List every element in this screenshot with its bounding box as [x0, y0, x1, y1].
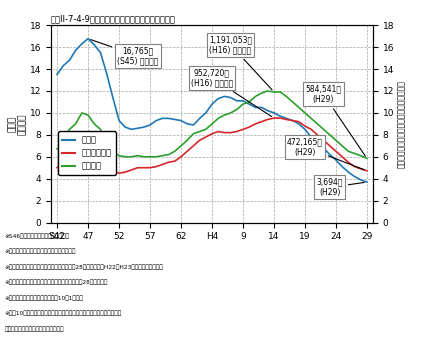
Y-axis label: 死者数
（千人）: 死者数 （千人） [8, 113, 27, 135]
Text: 図表II-7-4-9　交通事故件数及び死傷者数等の推移: 図表II-7-4-9 交通事故件数及び死傷者数等の推移 [51, 14, 176, 23]
Y-axis label: 事故件数（十万件）・死傷者数（十万人）: 事故件数（十万件）・死傷者数（十万人） [397, 80, 406, 168]
Text: ※走行台キロ：道路経済調査データ集（平成28年版）より（H22、H23は同資料注釈より）: ※走行台キロ：道路経済調査データ集（平成28年版）より（H22、H23は同資料注… [4, 264, 163, 270]
Text: ※人口10万人あたり死者数は各前年の人口で算出（警察庁の算出方法）: ※人口10万人あたり死者数は各前年の人口で算出（警察庁の算出方法） [4, 311, 122, 316]
Text: ※人口：総務省「人口推計（各年10月1日）」: ※人口：総務省「人口推計（各年10月1日）」 [4, 295, 83, 301]
Text: ※死傷事故件数、死傷者数：警察庁資料より: ※死傷事故件数、死傷者数：警察庁資料より [4, 249, 75, 255]
Text: 472,165件
(H29): 472,165件 (H29) [287, 137, 364, 170]
Text: ※S46以前の数値は沖縄県を含まない: ※S46以前の数値は沖縄県を含まない [4, 233, 69, 239]
Text: 資料）警察庁資料より国土交通省作成: 資料）警察庁資料より国土交通省作成 [4, 326, 64, 332]
Text: 952,720件
(H16) 過去最多: 952,720件 (H16) 過去最多 [191, 68, 272, 117]
Text: 16,765人
(S45) 過去最多: 16,765人 (S45) 過去最多 [91, 39, 158, 66]
Text: 584,541人
(H29): 584,541人 (H29) [306, 84, 365, 156]
Text: 3,694人
(H29): 3,694人 (H29) [316, 178, 364, 197]
Legend: 死者数, 死傷事故件数, 死傷者数: 死者数, 死傷事故件数, 死傷者数 [58, 131, 116, 175]
Text: 1,191,053人
(H16) 過去最多: 1,191,053人 (H16) 過去最多 [209, 35, 272, 90]
Text: ※自動車保有台数：道路経済調査データ集（平成28年版）より: ※自動車保有台数：道路経済調査データ集（平成28年版）より [4, 280, 108, 285]
